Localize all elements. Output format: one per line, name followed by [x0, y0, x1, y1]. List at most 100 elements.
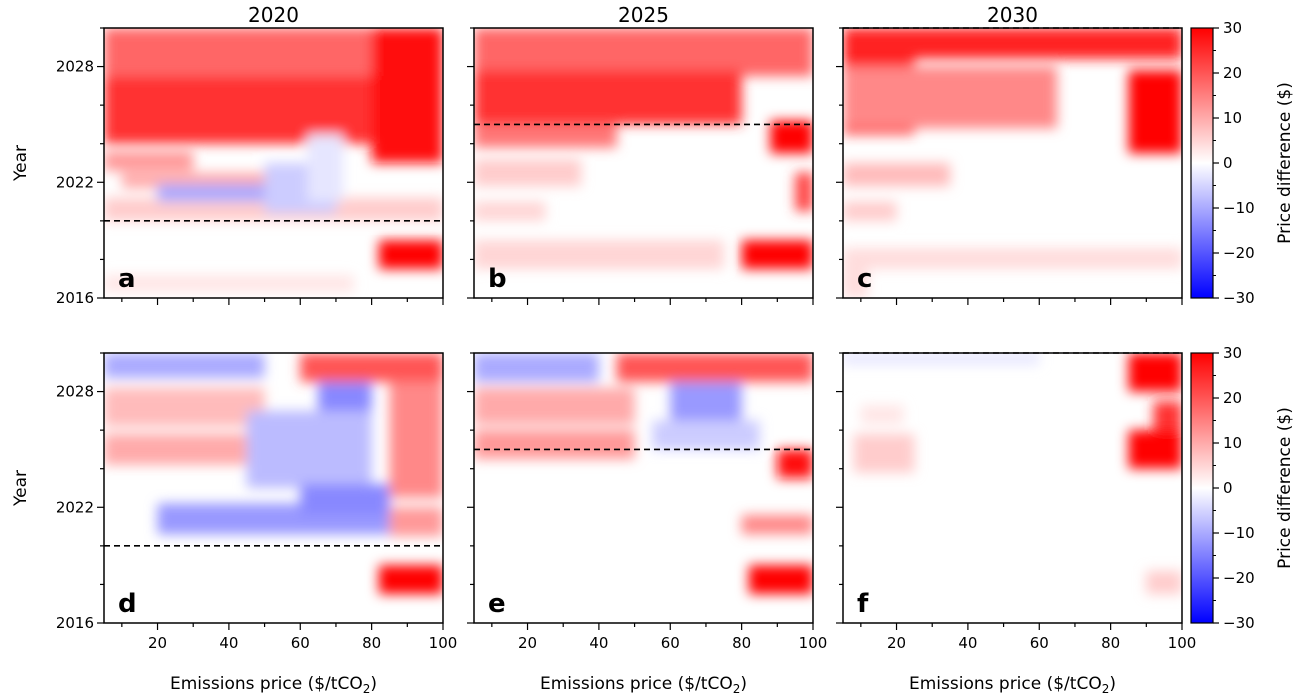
- heat-region: [843, 247, 1182, 270]
- x-axis-label: Emissions price ($/tCO2): [540, 674, 747, 696]
- heat-region: [474, 201, 546, 221]
- colorbar-tick-label: 10: [1223, 109, 1242, 127]
- x-tick-label: 20: [518, 634, 537, 652]
- panel-letter: b: [488, 264, 507, 294]
- panel-frame: [103, 27, 444, 299]
- panel-frame: [842, 27, 1183, 299]
- y-tick-label: 2016: [56, 614, 94, 632]
- heat-region: [378, 565, 443, 595]
- heat-region: [843, 163, 951, 187]
- heat-region: [300, 484, 390, 515]
- heat-region: [741, 240, 813, 270]
- y-tick-label: 2028: [56, 383, 94, 401]
- column-title: 2025: [618, 3, 669, 27]
- x-axis-label-text: Emissions price ($/tCO: [540, 674, 733, 694]
- colorbar-tick-label: −20: [1223, 569, 1255, 587]
- heat-region: [371, 28, 443, 163]
- x-tick-label: 80: [362, 634, 381, 652]
- panel-d: 2016 2022 2028 Year 20 40 60 80 100 Emissions pri…: [11, 352, 458, 696]
- heat-region: [300, 353, 443, 382]
- x-tick-label: 20: [887, 634, 906, 652]
- x-axis-label: Emissions price ($/tCO2): [909, 674, 1116, 696]
- colorbar-tick-label: 0: [1223, 479, 1233, 497]
- panel-b: 2025 b: [467, 3, 814, 305]
- heat-region: [474, 70, 742, 125]
- heatmap-area: [474, 353, 813, 595]
- colorbar-tick-label: −30: [1223, 289, 1255, 307]
- heat-region: [104, 387, 265, 427]
- y-tick-label: 2016: [56, 289, 94, 307]
- panel-a: 2016 2022 2028 Year 2020 a: [11, 3, 444, 307]
- colorbar-label: Price difference ($): [1275, 82, 1295, 244]
- heat-region: [474, 240, 724, 270]
- heat-region: [246, 410, 372, 488]
- x-tick-label: 100: [799, 634, 828, 652]
- heatmap-area: [843, 353, 1182, 595]
- panel-c: 2030 c: [836, 3, 1183, 305]
- heat-region: [616, 353, 813, 382]
- heat-region: [104, 353, 265, 379]
- y-axis-label: Year: [11, 145, 31, 182]
- column-title: 2020: [248, 3, 299, 27]
- heat-region: [777, 449, 813, 479]
- heatmap-area: [474, 28, 813, 270]
- colorbar-tick-label: −10: [1223, 524, 1255, 542]
- x-axis-label-suffix: ): [1109, 674, 1116, 694]
- x-axis-label-suffix: ): [370, 674, 377, 694]
- y-tick-label: 2028: [56, 58, 94, 76]
- x-tick-label: 80: [1101, 634, 1120, 652]
- colorbar-gradient: [1190, 352, 1214, 624]
- y-tick-label: 2022: [56, 173, 94, 191]
- panel-frame: [103, 352, 444, 624]
- x-tick-label: 60: [291, 634, 310, 652]
- column-title: 2030: [987, 3, 1038, 27]
- colorbar-gradient: [1190, 27, 1214, 299]
- y-tick-label: 2022: [56, 498, 94, 516]
- heat-region: [843, 66, 1058, 129]
- heat-region: [104, 151, 194, 171]
- heat-region: [474, 387, 635, 425]
- heatmap-area: [843, 28, 1182, 298]
- x-tick-label: 100: [1168, 634, 1197, 652]
- y-axis-label: Year: [11, 470, 31, 507]
- heat-region: [748, 565, 813, 595]
- x-axis-label-suffix: ): [740, 674, 747, 694]
- heat-region: [741, 515, 813, 535]
- x-axis-label-subscript: 2: [1102, 682, 1110, 696]
- x-tick-label: 80: [732, 634, 751, 652]
- colorbar-tick-label: 30: [1223, 19, 1242, 37]
- panel-background: [843, 353, 1182, 623]
- panel-letter: d: [118, 589, 137, 619]
- heatmap-area: [104, 353, 443, 595]
- colorbar-tick-label: 30: [1223, 344, 1242, 362]
- x-tick-label: 40: [589, 634, 608, 652]
- heat-region: [1153, 401, 1182, 434]
- x-tick-label: 40: [219, 634, 238, 652]
- colorbar-tick-label: 10: [1223, 434, 1242, 452]
- x-axis-label-text: Emissions price ($/tCO: [909, 674, 1102, 694]
- x-tick-label: 40: [958, 634, 977, 652]
- colorbar-tick-label: 20: [1223, 389, 1242, 407]
- heat-region: [474, 159, 582, 187]
- x-axis-label-text: Emissions price ($/tCO: [170, 674, 363, 694]
- heat-region: [860, 405, 904, 425]
- panel-letter: c: [857, 264, 872, 294]
- panel-letter: a: [118, 264, 136, 294]
- heatmap-area: [104, 28, 443, 293]
- x-tick-label: 100: [429, 634, 458, 652]
- colorbar-tick-label: −10: [1223, 199, 1255, 217]
- panel-frame: [842, 352, 1183, 624]
- heat-region: [843, 201, 897, 221]
- heat-region: [1146, 570, 1182, 595]
- colorbar-label: Price difference ($): [1275, 407, 1295, 569]
- colorbar: 30 20 10 0 −10 −20 −30 Price difference ($): [1190, 19, 1295, 307]
- panel-f: 20 40 60 80 100 Emissions price ($/tCO2) f: [836, 352, 1197, 696]
- colorbar-tick-label: −30: [1223, 614, 1255, 632]
- heat-region: [307, 134, 344, 202]
- heat-region: [652, 420, 760, 450]
- panel-letter: e: [488, 589, 506, 619]
- heat-region: [104, 274, 354, 293]
- x-axis-label-subscript: 2: [363, 682, 371, 696]
- panel-letter: f: [857, 589, 869, 619]
